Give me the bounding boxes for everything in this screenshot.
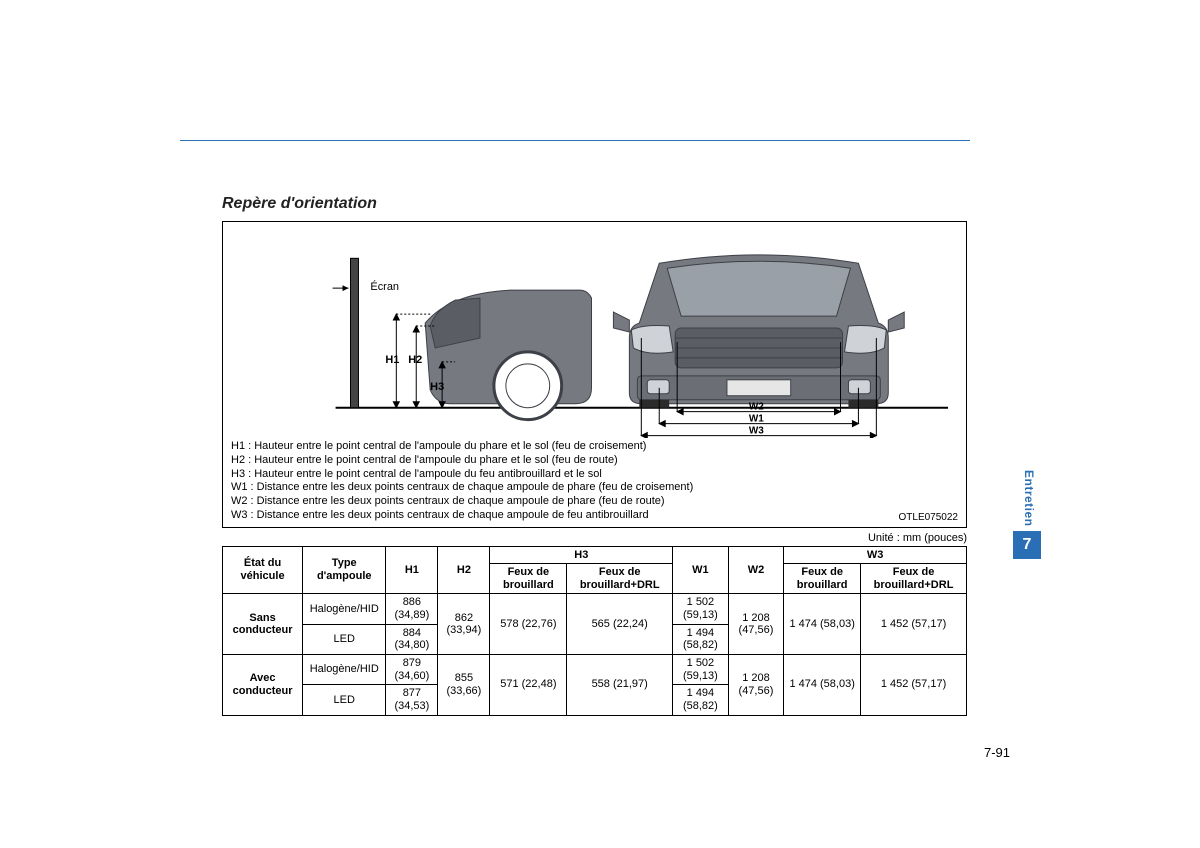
cell-h3-fog: 571 (22,48) — [490, 654, 567, 715]
th-w1: W1 — [673, 546, 729, 594]
page-number: 7-91 — [984, 745, 1010, 760]
cell-w3-fog: 1 474 (58,03) — [784, 594, 861, 655]
car-side-view — [425, 290, 591, 419]
cell-h1: 879 (34,60) — [386, 654, 438, 684]
th-h3: H3 — [490, 546, 673, 564]
legend-line: H3 : Hauteur entre le point central de l… — [231, 468, 958, 482]
table-row: Avec conducteur Halogène/HID 879 (34,60)… — [223, 654, 967, 684]
cell-bulb: LED — [303, 624, 386, 654]
cell-state: Sans conducteur — [223, 594, 303, 655]
legend-line: W1 : Distance entre les deux points cent… — [231, 481, 958, 495]
measurements-table: État du véhicule Type d'ampoule H1 H2 H3… — [222, 546, 967, 716]
svg-text:W3: W3 — [749, 426, 764, 437]
cell-bulb: Halogène/HID — [303, 594, 386, 624]
cell-state: Avec conducteur — [223, 654, 303, 715]
cell-bulb: Halogène/HID — [303, 654, 386, 684]
th-vehicle-state: État du véhicule — [223, 546, 303, 594]
th-h2: H2 — [438, 546, 490, 594]
svg-text:H2: H2 — [408, 354, 422, 366]
cell-w1: 1 494 (58,82) — [673, 685, 729, 715]
legend-line: W2 : Distance entre les deux points cent… — [231, 495, 958, 509]
cell-w2: 1 208 (47,56) — [728, 594, 784, 655]
table-row: Sans conducteur Halogène/HID 886 (34,89)… — [223, 594, 967, 624]
legend-line: H1 : Hauteur entre le point central de l… — [231, 440, 958, 454]
cell-w3-drl: 1 452 (57,17) — [861, 594, 967, 655]
chapter-label: Entretien — [1022, 470, 1036, 527]
cell-h1: 884 (34,80) — [386, 624, 438, 654]
legend-line: H2 : Hauteur entre le point central de l… — [231, 454, 958, 468]
page-content: Repère d'orientation Écran — [180, 140, 1020, 716]
cell-bulb: LED — [303, 685, 386, 715]
th-w3: W3 — [784, 546, 967, 564]
cell-w1: 1 494 (58,82) — [673, 624, 729, 654]
svg-text:H1: H1 — [385, 354, 399, 366]
cell-w1: 1 502 (59,13) — [673, 654, 729, 684]
cell-h1: 877 (34,53) — [386, 685, 438, 715]
cell-h3-drl: 565 (22,24) — [567, 594, 673, 655]
chapter-side-tab: Entretien 7 — [1013, 470, 1045, 559]
image-code: OTLE075022 — [899, 512, 959, 523]
legend-line: W3 : Distance entre les deux points cent… — [231, 509, 958, 523]
car-front-view — [613, 255, 904, 408]
th-h3-fog: Feux de brouillard — [490, 564, 567, 594]
th-h1: H1 — [386, 546, 438, 594]
cell-w1: 1 502 (59,13) — [673, 594, 729, 624]
th-w2: W2 — [728, 546, 784, 594]
chapter-number: 7 — [1013, 531, 1041, 559]
unit-label: Unité : mm (pouces) — [180, 532, 967, 544]
cell-h3-drl: 558 (21,97) — [567, 654, 673, 715]
cell-w2: 1 208 (47,56) — [728, 654, 784, 715]
th-h3-drl: Feux de brouillard+DRL — [567, 564, 673, 594]
th-w3-drl: Feux de brouillard+DRL — [861, 564, 967, 594]
cell-w3-fog: 1 474 (58,03) — [784, 654, 861, 715]
svg-text:W2: W2 — [749, 402, 764, 413]
screen-label: Écran — [370, 280, 399, 293]
cell-w3-drl: 1 452 (57,17) — [861, 654, 967, 715]
headlamp-aiming-diagram: Écran — [231, 228, 958, 438]
th-bulb-type: Type d'ampoule — [303, 546, 386, 594]
section-title: Repère d'orientation — [222, 195, 1020, 213]
cell-h2: 855 (33,66) — [438, 654, 490, 715]
diagram-legend: H1 : Hauteur entre le point central de l… — [231, 440, 958, 523]
cell-h3-fog: 578 (22,76) — [490, 594, 567, 655]
cell-h2: 862 (33,94) — [438, 594, 490, 655]
svg-text:H3: H3 — [430, 381, 444, 393]
th-w3-fog: Feux de brouillard — [784, 564, 861, 594]
cell-h1: 886 (34,89) — [386, 594, 438, 624]
svg-text:W1: W1 — [749, 414, 764, 425]
diagram-box: Écran — [222, 221, 967, 528]
